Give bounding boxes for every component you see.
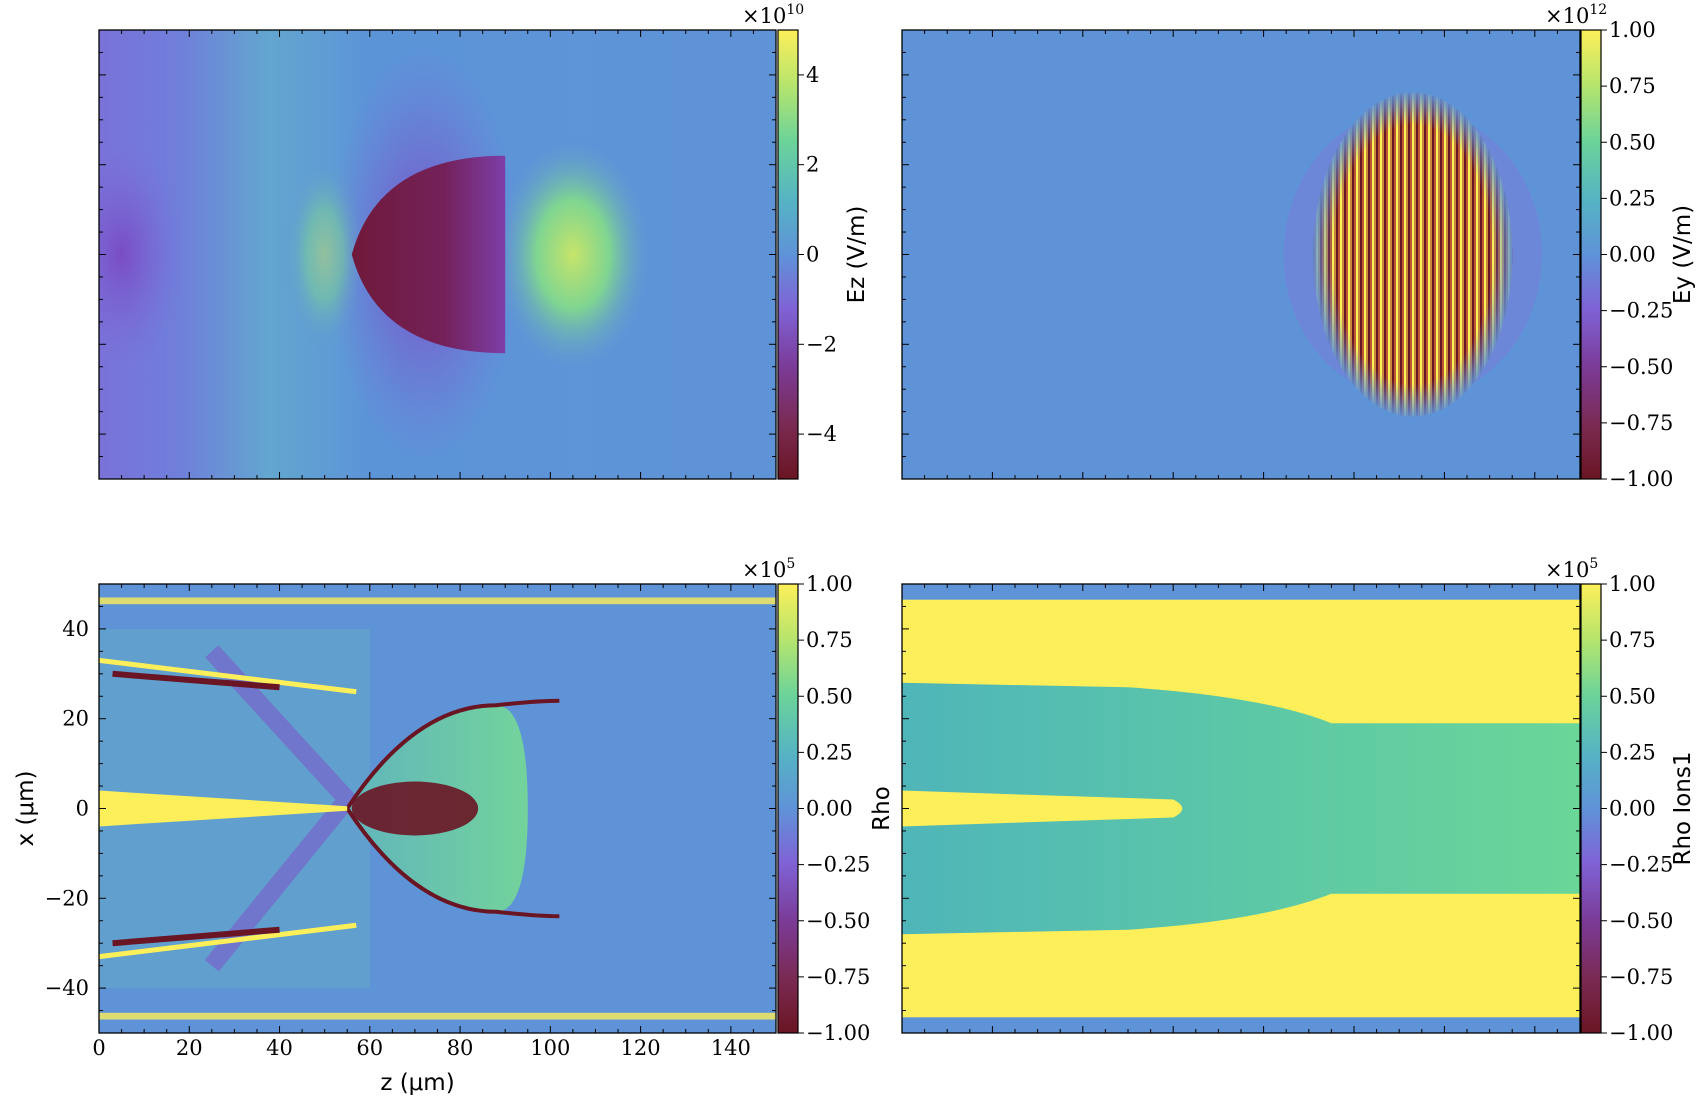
- y-tick-label: −40: [45, 976, 89, 1000]
- rho-dark-streak-bottom: [112, 926, 280, 947]
- colorbar-tick-label: −0.25: [1609, 299, 1673, 323]
- colorbar-multiplier: ×1010: [742, 2, 804, 28]
- panel-ez: −4 −2 0 2 4 ×1010 Ez (V/m): [98, 2, 870, 480]
- colorbar-tick-label: 0.25: [806, 740, 853, 764]
- x-tick-label: 140: [711, 1036, 751, 1060]
- x-axis-label: z (μm): [380, 1070, 454, 1096]
- panel-ey: −1.00 −0.75 −0.50 −0.25 0.00 0.25 0.50 0.75 1.00…: [901, 2, 1696, 491]
- x-tick-label: 0: [92, 1036, 105, 1060]
- colorbar-tick-label: −1.00: [1609, 1021, 1673, 1045]
- ez-positive-lobe: [491, 133, 655, 376]
- x-tick-label: 100: [530, 1036, 570, 1060]
- y-tick-label: 40: [62, 617, 89, 641]
- panel-rho-ions: −1.00 −0.75 −0.50 −0.25 0.00 0.25 0.50 0.75 1.00…: [901, 556, 1696, 1045]
- colorbar-multiplier: ×105: [742, 556, 795, 582]
- colorbar-tick-label: 4: [806, 63, 819, 87]
- colorbar-label: Rho Ions1: [1670, 752, 1696, 866]
- ey-heatmap: [902, 30, 1580, 479]
- colorbar-tick-label: 0.25: [1609, 740, 1656, 764]
- rho-streak-top: [99, 657, 357, 695]
- colorbar-label: Ey (V/m): [1670, 205, 1696, 304]
- colorbar-tick-label: 0.50: [1609, 130, 1656, 154]
- rho-streak-bottom: [99, 922, 357, 960]
- colorbar-tick-label: −4: [806, 422, 837, 446]
- x-tick-label: 80: [447, 1036, 474, 1060]
- x-tick-label: 20: [176, 1036, 203, 1060]
- ey-pulse-edge: [1313, 92, 1513, 417]
- colorbar-tick-label: −0.25: [1609, 853, 1673, 877]
- ey-axes: [901, 29, 1581, 480]
- colorbar-tick-label: −0.50: [1609, 909, 1673, 933]
- colorbar-tick-label: 2: [806, 153, 819, 177]
- colorbar-scale: [1580, 583, 1602, 1034]
- colorbar-tick-label: 0.75: [1609, 628, 1656, 652]
- ez-heatmap: [99, 30, 776, 479]
- rho-wall-bottom: [99, 1012, 776, 1020]
- colorbar-label: Ez (V/m): [844, 206, 870, 304]
- colorbar-scale: [777, 583, 799, 1034]
- rho-ions-heatmap: [902, 584, 1580, 1033]
- colorbar-tick-label: 0.00: [1609, 797, 1656, 821]
- colorbar-tick-label: 0: [806, 243, 819, 267]
- ey-colorbar: −1.00 −0.75 −0.50 −0.25 0.00 0.25 0.50 0.75 1.00…: [1545, 2, 1696, 491]
- colorbar-tick-label: −0.50: [1609, 355, 1673, 379]
- colorbar-tick-label: 0.00: [1609, 243, 1656, 267]
- rho-axes: 0 20 40 60 80 100 120 140 z (μm) −40 −20 0 20 40 x (μm…: [13, 583, 777, 1096]
- rho-heatmap: [99, 584, 776, 1033]
- colorbar-scale: [777, 29, 799, 480]
- colorbar-tick-label: 1.00: [1609, 572, 1656, 596]
- y-tick-label: 0: [76, 797, 89, 821]
- colorbar-tick-label: 1.00: [1609, 18, 1656, 42]
- x-tick-label: 120: [621, 1036, 661, 1060]
- colorbar-tick-label: −2: [806, 332, 837, 356]
- rho-ions-colorbar: −1.00 −0.75 −0.50 −0.25 0.00 0.25 0.50 0.75 1.00…: [1545, 556, 1696, 1045]
- colorbar-tick-label: 0.50: [806, 684, 853, 708]
- ions-channel-interior: [902, 682, 1580, 935]
- ez-axes: [98, 29, 777, 480]
- colorbar-tick-label: −0.75: [1609, 965, 1673, 989]
- rho-electron-bunch: [351, 781, 479, 836]
- rho-axis-jet: [99, 790, 348, 827]
- rho-dark-streak-top: [112, 670, 280, 691]
- ez-colorbar: −4 −2 0 2 4 ×1010 Ez (V/m): [742, 2, 870, 480]
- x-tick-label: 40: [266, 1036, 293, 1060]
- colorbar-multiplier: ×105: [1545, 556, 1598, 582]
- colorbar-tick-label: 0.75: [1609, 74, 1656, 98]
- colorbar-tick-label: 0.75: [806, 628, 853, 652]
- rho-wall-top: [99, 597, 776, 605]
- colorbar-scale: [1580, 29, 1602, 480]
- panel-rho: 0 20 40 60 80 100 120 140 z (μm) −40 −20 0 20 40 x (μm…: [13, 556, 895, 1096]
- y-tick-label: 20: [62, 707, 89, 731]
- rho-sheath-bottom: [345, 807, 560, 919]
- colorbar-tick-label: 0.25: [1609, 186, 1656, 210]
- colorbar-tick-label: 0.50: [1609, 684, 1656, 708]
- colorbar-tick-label: −0.75: [1609, 411, 1673, 435]
- colorbar-tick-label: 0.00: [806, 797, 853, 821]
- colorbar-tick-label: −1.00: [1609, 467, 1673, 491]
- x-tick-label: 60: [356, 1036, 383, 1060]
- ez-negative-cone: [351, 155, 506, 354]
- rho-filament: [204, 645, 360, 972]
- colorbar-tick-label: −1.00: [806, 1021, 870, 1045]
- rho-sheath-top: [345, 698, 560, 810]
- ez-mid-lobe: [284, 155, 366, 354]
- colorbar-multiplier: ×1012: [1545, 2, 1607, 28]
- colorbar-label: Rho: [869, 786, 895, 831]
- rho-colorbar: −1.00 −0.75 −0.50 −0.25 0.00 0.25 0.50 0.75 1.00…: [742, 556, 895, 1045]
- y-tick-label: −20: [45, 886, 89, 910]
- colorbar-tick-label: −0.25: [806, 853, 870, 877]
- colorbar-tick-label: 1.00: [806, 572, 853, 596]
- colorbar-tick-label: −0.75: [806, 965, 870, 989]
- colorbar-tick-label: −0.50: [806, 909, 870, 933]
- ez-left-region: [99, 142, 183, 367]
- ions-axis-jet: [902, 790, 1183, 827]
- y-axis-label: x (μm): [13, 771, 39, 847]
- rho-ions-axes: [901, 583, 1581, 1034]
